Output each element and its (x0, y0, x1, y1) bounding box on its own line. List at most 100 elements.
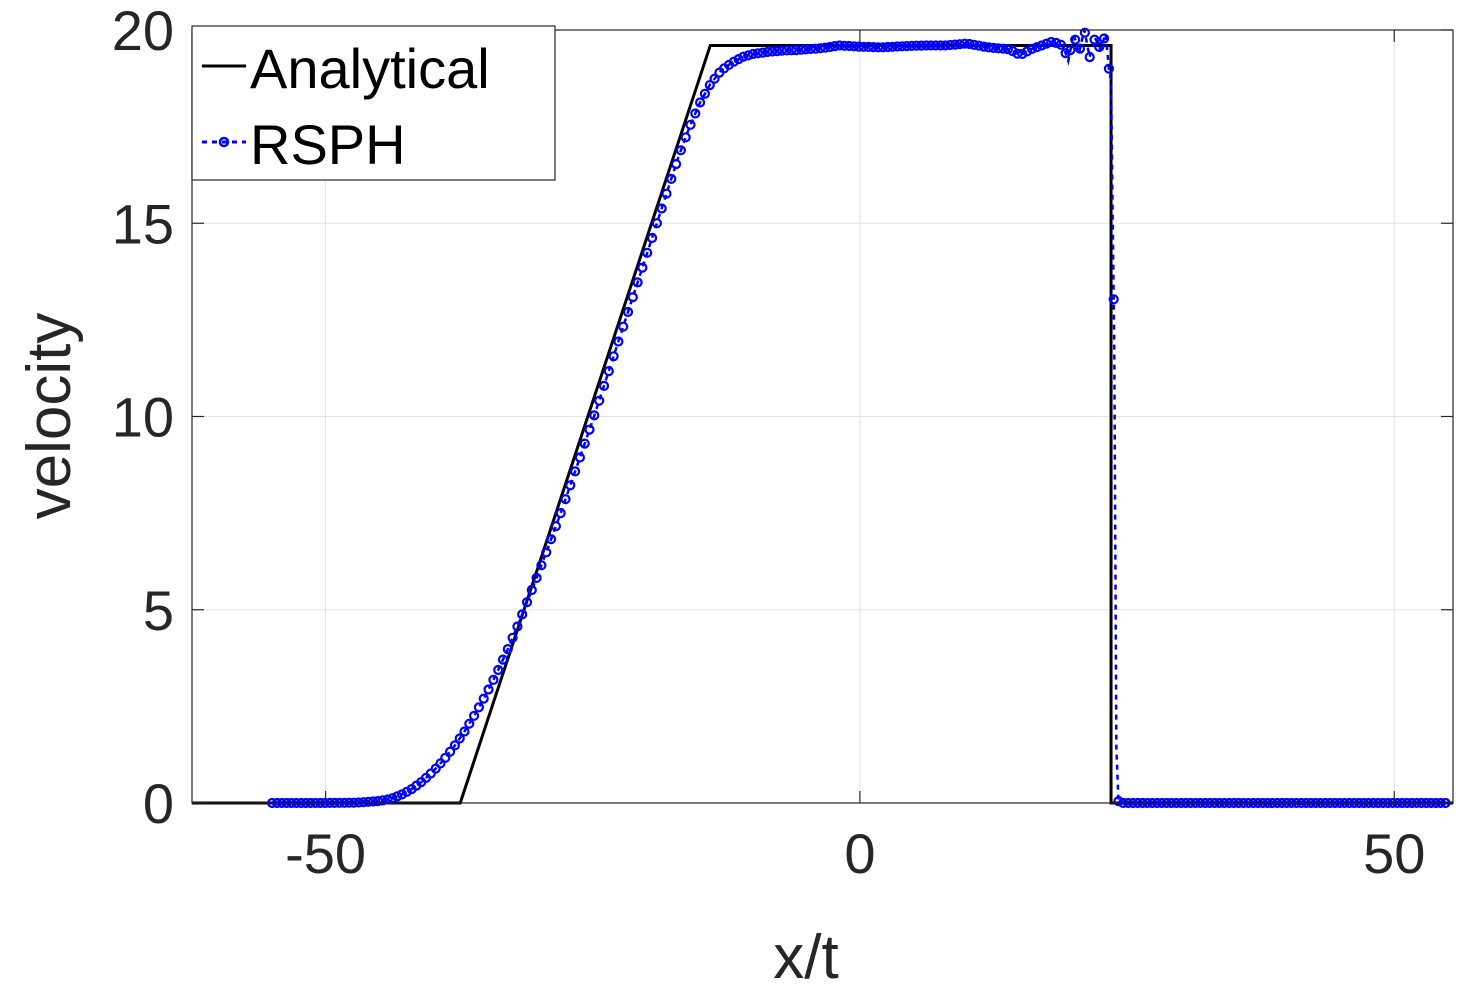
rsph-marker (872, 42, 884, 53)
rsph-marker (1070, 34, 1081, 45)
rsph-marker (805, 43, 816, 55)
rsph-marker (743, 50, 754, 61)
rsph-marker (882, 41, 893, 53)
rsph-marker (545, 534, 557, 545)
rsph-marker (815, 43, 826, 54)
legend-label-analytical: Analytical (250, 37, 490, 100)
rsph-marker (666, 173, 677, 184)
rsph-marker (1041, 38, 1052, 49)
rsph-marker (771, 45, 783, 57)
rsph-marker (1113, 795, 1124, 807)
rsph-marker (973, 40, 985, 51)
rsph-marker (930, 40, 941, 51)
rsph-marker (853, 41, 864, 52)
rsph-marker (747, 48, 759, 60)
rsph-marker (651, 218, 663, 229)
rsph-marker (1103, 63, 1115, 74)
rsph-marker (618, 321, 629, 332)
rsph-marker (964, 38, 975, 50)
rsph-marker (820, 42, 831, 53)
rsph-marker (829, 40, 840, 52)
rsph-marker (646, 232, 658, 244)
rsph-marker (921, 40, 932, 51)
rsph-marker (1050, 37, 1062, 49)
rsph-marker (868, 41, 879, 53)
rsph-marker (834, 40, 845, 51)
rsph-marker (483, 684, 494, 695)
rsph-marker (372, 795, 383, 807)
rsph-marker (637, 262, 648, 273)
rsph-marker (940, 40, 951, 51)
rsph-marker (497, 654, 509, 665)
rsph-marker (1026, 43, 1038, 55)
rsph-marker (464, 718, 475, 729)
rsph-marker (1031, 42, 1042, 53)
rsph-marker (690, 108, 701, 119)
rsph-marker (512, 621, 523, 632)
rsph-marker (469, 710, 480, 721)
rsph-marker (685, 119, 696, 130)
x-tick-label: 0 (844, 822, 875, 885)
rsph-marker (531, 572, 542, 584)
y-tick-label: 15 (112, 192, 174, 255)
y-tick-label: 0 (143, 772, 174, 835)
rsph-marker (738, 51, 749, 62)
rsph-marker (675, 145, 687, 156)
rsph-marker (896, 41, 908, 52)
rsph-marker (541, 547, 552, 558)
rsph-marker (983, 42, 994, 53)
rsph-marker (887, 41, 898, 52)
rsph-marker (863, 41, 874, 53)
rsph-marker (978, 41, 990, 52)
rsph-marker (709, 73, 720, 84)
rsph-marker (1108, 294, 1119, 305)
rsph-marker (988, 42, 999, 54)
rsph-marker (858, 41, 869, 52)
rsph-marker (478, 693, 489, 704)
rsph-marker (824, 41, 836, 53)
rsph-marker (661, 188, 672, 199)
rsph-marker (440, 752, 451, 763)
y-tick-label: 20 (112, 0, 174, 62)
rsph-marker (1002, 44, 1014, 55)
rsph-marker (449, 740, 460, 751)
rsph-marker (767, 46, 778, 57)
rsph-marker (680, 132, 691, 143)
rsph-marker (1084, 51, 1095, 63)
rsph-marker (473, 702, 484, 713)
rsph-marker (521, 597, 533, 608)
rsph-marker (762, 46, 773, 58)
rsph-marker (670, 159, 682, 170)
tick-labels: -50 0 50 0 5 10 15 20 (112, 0, 1426, 885)
rsph-marker (1094, 41, 1105, 53)
y-tick-label: 5 (143, 579, 174, 642)
rsph-marker (1046, 36, 1057, 48)
rsph-marker (517, 609, 528, 620)
rsph-marker (1079, 27, 1091, 38)
rsph-marker (613, 336, 624, 347)
rsph-marker (579, 438, 590, 449)
rsph-marker (603, 366, 614, 377)
rsph-marker (1012, 48, 1023, 59)
rsph-marker (781, 45, 792, 56)
rsph-marker (642, 247, 653, 258)
rsph-marker (911, 40, 922, 51)
legend-marker-rsph (218, 136, 230, 148)
rsph-marker (945, 39, 956, 51)
rsph-marker (694, 97, 706, 108)
rsph-marker (594, 395, 605, 406)
rsph-marker (844, 40, 855, 52)
rsph-marker (526, 584, 537, 596)
rsph-marker (800, 44, 812, 55)
y-axis-label: velocity (15, 313, 84, 520)
rsph-marker (560, 494, 571, 505)
rsph-marker (565, 480, 576, 491)
rsph-marker (536, 560, 547, 571)
rsph-marker (757, 47, 768, 58)
rsph-marker (795, 44, 807, 55)
rsph-marker (752, 48, 763, 59)
rsph-marker (632, 277, 643, 288)
x-tick-label: 50 (1363, 822, 1425, 885)
rsph-marker (368, 796, 379, 807)
